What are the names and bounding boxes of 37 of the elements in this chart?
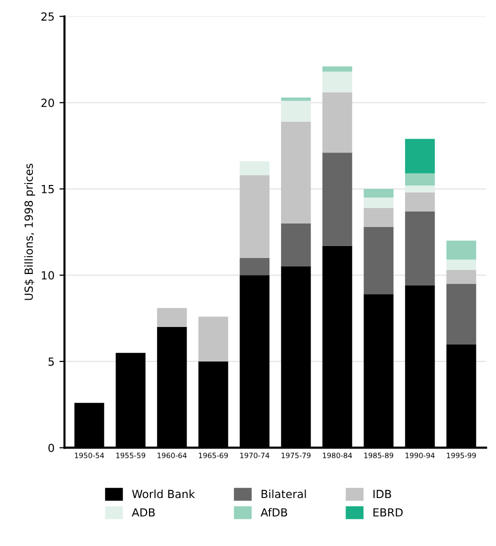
legend-label: IDB (373, 490, 392, 498)
y-tick-label: 0 (48, 444, 54, 452)
bar (240, 175, 270, 258)
bar (157, 308, 187, 327)
bar (405, 192, 435, 212)
bar (446, 270, 476, 284)
bar (446, 240, 476, 260)
bar (198, 316, 228, 362)
legend-label: World Bank (132, 490, 195, 498)
bar (240, 161, 270, 176)
bar (240, 258, 270, 276)
bar (446, 284, 476, 344)
bar (364, 188, 394, 198)
y-tick-label: 5 (48, 358, 54, 366)
legend-label: ADB (132, 508, 155, 516)
y-axis-title: US$ Billions, 1998 prices (24, 164, 36, 300)
bar (364, 226, 394, 294)
legend-label: Bilateral (262, 490, 306, 498)
bar (322, 152, 352, 246)
bar (322, 72, 352, 92)
legend-label: EBRD (373, 508, 403, 516)
y-tick-label: 10 (42, 271, 54, 280)
bar (405, 173, 435, 186)
bar (364, 198, 394, 208)
bar (281, 223, 311, 267)
bar (405, 211, 435, 286)
bar (281, 97, 311, 101)
y-tick-label: 25 (41, 12, 54, 21)
bar (322, 66, 352, 72)
bar (281, 122, 311, 224)
bar (446, 260, 476, 270)
bar (405, 138, 435, 174)
y-tick-label: 20 (41, 98, 54, 108)
legend-label: AfDB (260, 508, 288, 516)
bar (364, 208, 394, 227)
y-tick-label: 15 (42, 185, 54, 194)
bar (322, 92, 352, 153)
